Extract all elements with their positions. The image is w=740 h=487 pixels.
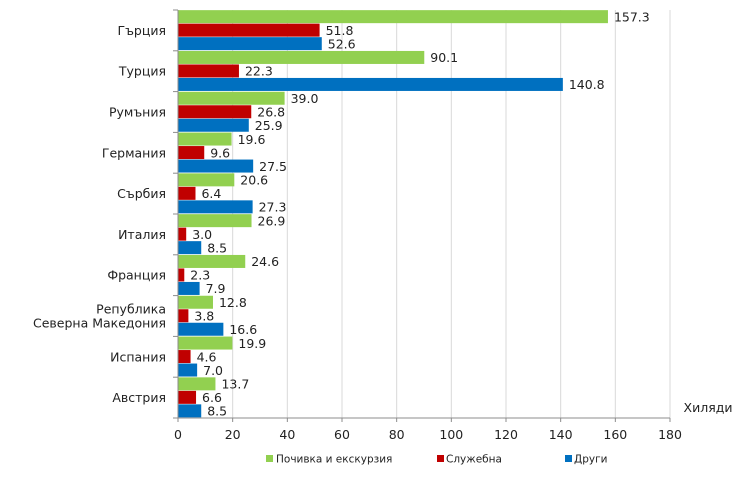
bar-служебна [178, 227, 187, 241]
bar-служебна [178, 350, 191, 364]
category-label: Франция [107, 268, 166, 283]
legend-label: Служебна [446, 454, 502, 466]
category-label: Италия [118, 227, 166, 242]
bar-служебна [178, 309, 189, 323]
category-label: Германия [102, 145, 166, 160]
bar-почивка [178, 132, 232, 146]
bar-почивка [178, 377, 216, 391]
bar-служебна [178, 186, 196, 200]
bar-други [178, 363, 198, 377]
x-tick-label: 180 [658, 427, 682, 442]
x-tick-label: 0 [174, 427, 182, 442]
bar-служебна [178, 146, 205, 160]
value-label: 7.0 [203, 363, 223, 378]
bar-почивка [178, 173, 235, 187]
x-tick-label: 120 [494, 427, 518, 442]
value-label: 8.5 [207, 240, 227, 255]
legend-label: Други [574, 454, 607, 466]
value-label: 7.9 [206, 281, 226, 296]
bar-служебна [178, 390, 197, 404]
category-label: Сърбия [117, 186, 166, 201]
bar-служебна [178, 64, 239, 78]
x-axis-title: Хиляди [684, 400, 733, 415]
bar-други [178, 322, 224, 336]
bar-почивка [178, 91, 285, 105]
value-label: 24.6 [251, 254, 279, 269]
bar-други [178, 241, 202, 255]
category-labels: Гърция Турция Румъния Германия Сърбия Италия Ф… [33, 23, 166, 405]
bar-почивка [178, 336, 233, 350]
category-label: Гърция [117, 23, 166, 38]
value-label: 39.0 [291, 91, 319, 106]
value-label: 22.3 [245, 64, 273, 79]
value-label: 27.3 [259, 200, 287, 215]
category-label: Турция [118, 64, 166, 79]
bar-други [178, 159, 254, 173]
x-tick-label: 140 [549, 427, 573, 442]
legend-swatch [437, 455, 444, 462]
x-tick-label: 160 [603, 427, 627, 442]
bar-почивка [178, 10, 608, 24]
x-tick-label: 80 [389, 427, 405, 442]
value-label: 9.6 [210, 145, 230, 160]
value-label: 6.6 [202, 390, 222, 405]
value-label: 52.6 [328, 36, 356, 51]
value-label: 8.5 [207, 404, 227, 419]
x-tick-label: 60 [334, 427, 350, 442]
category-label: Австрия [112, 390, 166, 405]
axes [173, 9, 671, 422]
bar-други [178, 200, 253, 214]
value-label: 90.1 [430, 50, 458, 65]
bar-почивка [178, 254, 246, 268]
bar-служебна [178, 268, 185, 282]
legend: Почивка и екскурзия Служебна Други [266, 454, 607, 466]
bar-почивка [178, 214, 252, 228]
bar-други [178, 118, 249, 132]
value-label: 6.4 [201, 186, 221, 201]
value-label: 4.6 [197, 349, 217, 364]
value-label: 16.6 [229, 322, 257, 337]
legend-label: Почивка и екскурзия [276, 454, 392, 466]
bar-други [178, 281, 200, 295]
value-label: 12.8 [219, 295, 247, 310]
category-label: Испания [110, 349, 166, 364]
bar-почивка [178, 50, 425, 64]
value-label: 20.6 [240, 173, 268, 188]
value-label: 26.8 [257, 105, 285, 120]
legend-swatch [565, 455, 572, 462]
x-tick-label: 100 [439, 427, 463, 442]
bar-служебна [178, 23, 320, 37]
value-label: 140.8 [569, 77, 605, 92]
value-label: 3.8 [194, 309, 214, 324]
value-label: 26.9 [258, 213, 286, 228]
bar-други [178, 37, 322, 51]
value-label: 25.9 [255, 118, 283, 133]
bars [178, 10, 608, 418]
value-label: 157.3 [614, 9, 650, 24]
bar-служебна [178, 105, 252, 119]
category-label: Република [96, 302, 166, 317]
value-label: 19.6 [238, 132, 266, 147]
value-labels: 157.351.852.690.122.3140.839.026.825.919… [190, 9, 649, 418]
value-label: 51.8 [326, 23, 354, 38]
value-label: 19.9 [238, 336, 266, 351]
value-label: 3.0 [192, 227, 212, 242]
legend-swatch [266, 455, 273, 462]
category-label: Северна Македония [33, 316, 166, 331]
x-tick-label: 40 [279, 427, 295, 442]
value-label: 2.3 [190, 268, 210, 283]
category-label: Румъния [109, 105, 166, 120]
bar-други [178, 77, 563, 91]
value-label: 13.7 [221, 377, 249, 392]
value-label: 27.5 [259, 159, 287, 174]
bar-почивка [178, 295, 213, 309]
bar-други [178, 404, 202, 418]
x-tick-label: 20 [225, 427, 241, 442]
x-tick-labels: 0 20 40 60 80 100 120 140 160 180 [174, 427, 682, 442]
